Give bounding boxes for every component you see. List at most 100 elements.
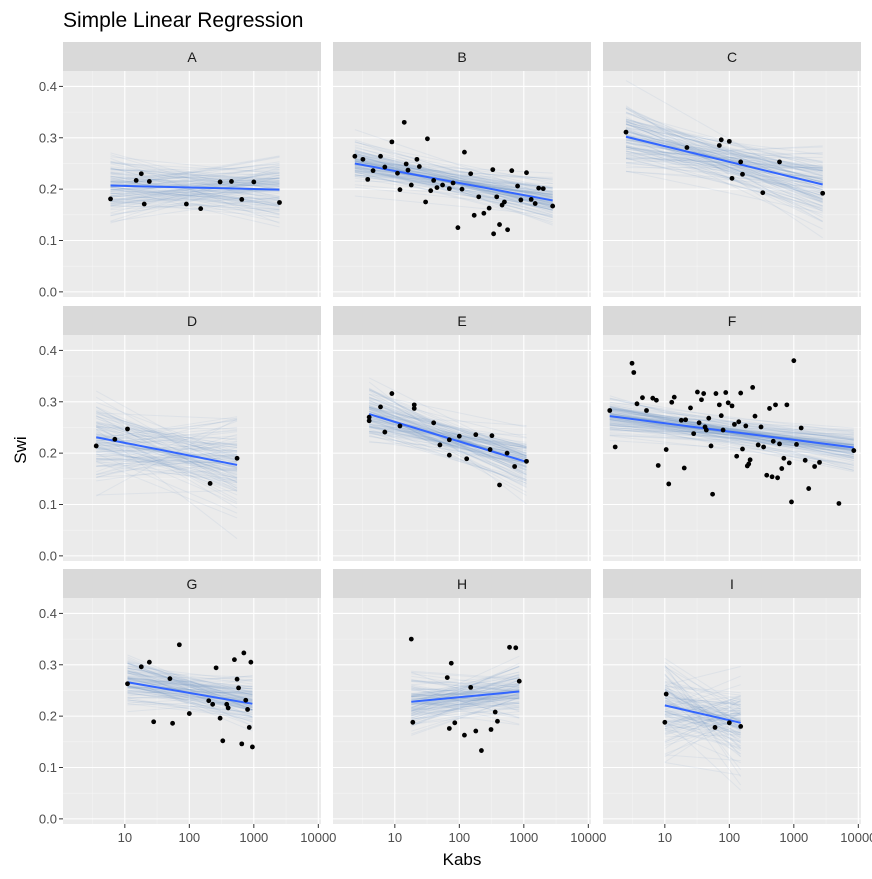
data-point: [229, 179, 234, 184]
bootstrap-line: [127, 672, 253, 711]
bootstrap-line: [96, 454, 238, 476]
bootstrap-line: [625, 136, 823, 199]
bootstrap-line: [625, 134, 823, 183]
bootstrap-line: [96, 406, 238, 470]
bootstrap-line: [369, 403, 527, 448]
bootstrap-line: [110, 198, 280, 202]
bootstrap-line: [127, 699, 253, 713]
bootstrap-line: [127, 685, 253, 711]
bootstrap-line: [411, 665, 520, 709]
bootstrap-line: [625, 146, 823, 207]
bootstrap-line: [369, 414, 527, 427]
bootstrap-line: [411, 684, 520, 712]
bootstrap-line: [625, 131, 823, 181]
bootstrap-line: [369, 432, 527, 454]
x-tick-label: 10: [118, 830, 132, 845]
data-point: [366, 414, 372, 420]
bootstrap-line: [368, 387, 527, 478]
bootstrap-line: [110, 181, 280, 201]
bootstrap-line: [96, 448, 238, 484]
bootstrap-line: [110, 162, 280, 182]
bootstrap-line: [625, 122, 823, 164]
bootstrap-line: [625, 146, 823, 188]
bootstrap-line: [96, 409, 238, 469]
bootstrap-line: [110, 161, 280, 190]
bootstrap-line: [625, 124, 823, 171]
facet-strip: [333, 569, 591, 598]
bootstrap-line: [127, 658, 253, 711]
bootstrap-line: [625, 141, 823, 197]
data-point: [640, 395, 645, 401]
bootstrap-line: [127, 703, 253, 719]
bootstrap-line: [609, 414, 854, 443]
bootstrap-line: [625, 147, 823, 171]
bootstrap-line: [625, 121, 823, 177]
bootstrap-line: [625, 139, 823, 200]
bootstrap-line: [354, 167, 553, 189]
data-point: [112, 436, 118, 442]
bootstrap-line: [127, 676, 253, 703]
bootstrap-line: [664, 697, 741, 747]
bootstrap-line: [110, 168, 280, 184]
bootstrap-line: [664, 696, 741, 718]
data-point: [738, 724, 744, 729]
bootstrap-line: [127, 675, 253, 700]
bootstrap-line: [368, 389, 527, 458]
bootstrap-line: [625, 131, 823, 181]
bootstrap-line: [354, 174, 553, 209]
bootstrap-line: [664, 710, 741, 743]
bootstrap-line: [368, 389, 527, 472]
data-point: [802, 457, 808, 463]
bootstrap-line: [625, 123, 823, 172]
bootstrap-line: [625, 141, 823, 211]
regression-line: [127, 681, 253, 705]
data-point: [794, 442, 799, 447]
bootstrap-line: [368, 406, 527, 493]
bootstrap-line: [110, 188, 280, 192]
data-point: [516, 678, 522, 684]
bootstrap-line: [354, 155, 553, 205]
bootstrap-line: [369, 419, 527, 449]
bootstrap-line: [411, 691, 520, 705]
data-point: [403, 161, 409, 167]
y-tick-label: 0.2: [39, 709, 57, 724]
data-point: [623, 129, 629, 135]
bootstrap-line: [354, 152, 553, 205]
bootstrap-line: [664, 690, 741, 722]
bootstrap-line: [609, 410, 854, 462]
data-point: [146, 659, 152, 665]
bootstrap-line: [96, 412, 238, 462]
bootstrap-line: [609, 428, 854, 449]
bootstrap-line: [411, 655, 520, 706]
bootstrap-line: [411, 679, 520, 688]
bootstrap-line: [625, 145, 823, 210]
data-point: [249, 744, 255, 750]
bootstrap-line: [411, 702, 520, 706]
bootstrap-line: [354, 160, 553, 219]
data-point: [241, 650, 247, 656]
bootstrap-line: [625, 127, 823, 156]
bootstrap-line: [625, 157, 823, 169]
bootstrap-line: [664, 687, 741, 715]
bootstrap-line: [411, 705, 520, 725]
bootstrap-line: [411, 675, 520, 697]
data-point: [695, 389, 700, 395]
bootstrap-line: [96, 458, 238, 470]
data-point: [125, 426, 130, 432]
bootstrap-line: [664, 699, 741, 738]
facet-strip-label: E: [457, 313, 466, 329]
bootstrap-line: [411, 700, 520, 719]
bootstrap-line: [609, 401, 854, 433]
bootstrap-line: [95, 426, 238, 503]
bootstrap-line: [110, 188, 280, 201]
bootstrap-line: [609, 427, 854, 459]
bootstrap-line: [411, 684, 520, 701]
bootstrap-line: [368, 388, 527, 471]
bootstrap-line: [625, 123, 823, 201]
bootstrap-line: [369, 420, 527, 467]
data-point: [681, 465, 687, 471]
bootstrap-line: [664, 667, 742, 757]
bootstrap-line: [609, 407, 854, 459]
bootstrap-line: [127, 677, 253, 699]
